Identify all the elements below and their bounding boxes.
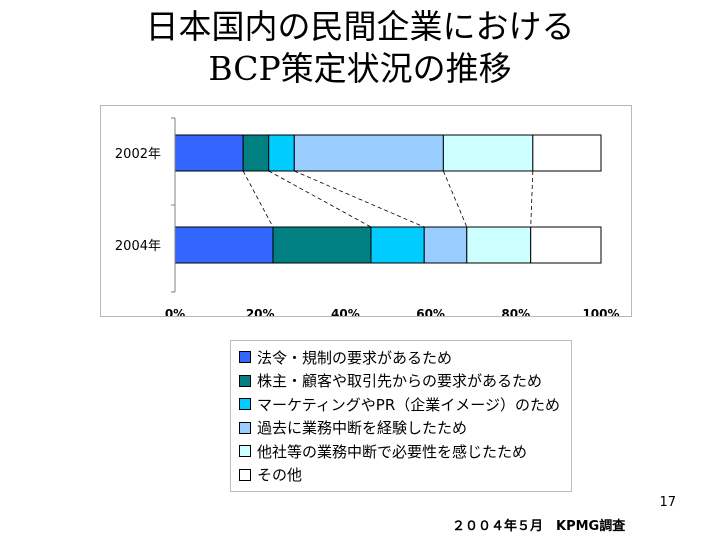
legend-label: マーケティングやPR（企業イメージ）のため: [257, 395, 560, 414]
page-number: 17: [659, 495, 676, 510]
connector-line: [294, 170, 425, 228]
x-tick-label: 80%: [501, 307, 530, 316]
x-tick-label: 100%: [582, 307, 619, 316]
bar-segment: [174, 226, 274, 264]
category-label: 2002年: [115, 147, 161, 162]
bar-segment: [370, 226, 425, 264]
legend-label: 株主・顧客や取引先からの要求があるため: [257, 372, 543, 390]
category-label: 2004年: [115, 239, 161, 254]
connector-line: [242, 170, 274, 228]
legend-item: マーケティングやPR（企業イメージ）のため: [239, 394, 560, 414]
chart-area: 2002年 2004年 0% 20% 40% 60% 80% 100%: [100, 105, 632, 317]
legend-swatch: [239, 445, 251, 457]
bar-segment: [268, 134, 295, 172]
legend-item: 過去に業務中断を経験したため: [239, 418, 467, 438]
legend-swatch: [239, 398, 251, 410]
stacked-bar-chart: 2002年 2004年 0% 20% 40% 60% 80% 100%: [115, 117, 620, 316]
x-tick-label: 40%: [331, 307, 360, 316]
legend-item: その他: [239, 465, 302, 485]
connector-line: [268, 170, 372, 228]
x-tick-label: 20%: [246, 307, 275, 316]
legend-item: 法令・規制の要求があるため: [239, 347, 452, 367]
source-note: ２００４年５月 KPMG調査: [452, 519, 626, 534]
legend-label: 他社等の業務中断で必要性を感じたため: [257, 442, 528, 461]
x-tick-label: 60%: [416, 307, 445, 316]
legend: 法令・規制の要求があるため株主・顧客や取引先からの要求があるため マーケティングや…: [230, 340, 572, 492]
legend-swatch: [239, 374, 251, 387]
bar-segment: [174, 134, 244, 172]
x-tick-label: 0%: [165, 307, 185, 316]
legend-swatch: [239, 468, 251, 481]
slide-title-line-1: 日本国内の民間企業における: [145, 7, 575, 46]
bar-segment: [272, 226, 372, 264]
legend-swatch: [239, 351, 251, 363]
bar-segment: [242, 134, 270, 172]
legend-label: 法令・規制の要求があるため: [257, 348, 453, 367]
bar-segment: [423, 226, 468, 264]
connector-line: [530, 170, 534, 228]
legend-item: 株主・顧客や取引先からの要求があるため: [239, 371, 542, 391]
bar-segment: [442, 134, 534, 172]
slide-title-line-2: BCP策定状況の推移: [208, 49, 512, 88]
bar-segment: [532, 134, 602, 172]
connector-line: [443, 170, 468, 228]
bar-segment: [466, 226, 532, 264]
legend-label: 過去に業務中断を経験したため: [257, 419, 468, 437]
bar-segment: [293, 134, 444, 172]
legend-label: その他: [257, 466, 303, 484]
legend-swatch: [239, 421, 251, 434]
bar-segment: [530, 226, 602, 264]
legend-item: 他社等の業務中断で必要性を感じたため: [239, 441, 527, 461]
